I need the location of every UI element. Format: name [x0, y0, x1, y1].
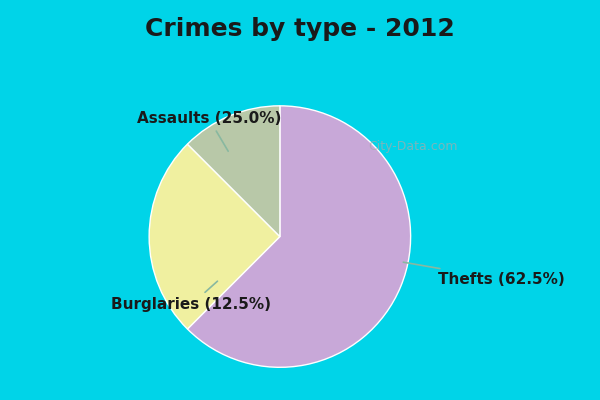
Wedge shape: [187, 106, 280, 236]
Text: Assaults (25.0%): Assaults (25.0%): [137, 111, 281, 151]
Text: City-Data.com: City-Data.com: [368, 140, 457, 153]
Text: Burglaries (12.5%): Burglaries (12.5%): [112, 281, 271, 312]
Wedge shape: [149, 144, 280, 329]
Text: Crimes by type - 2012: Crimes by type - 2012: [145, 17, 455, 41]
Wedge shape: [187, 106, 410, 367]
Text: Thefts (62.5%): Thefts (62.5%): [403, 262, 565, 287]
